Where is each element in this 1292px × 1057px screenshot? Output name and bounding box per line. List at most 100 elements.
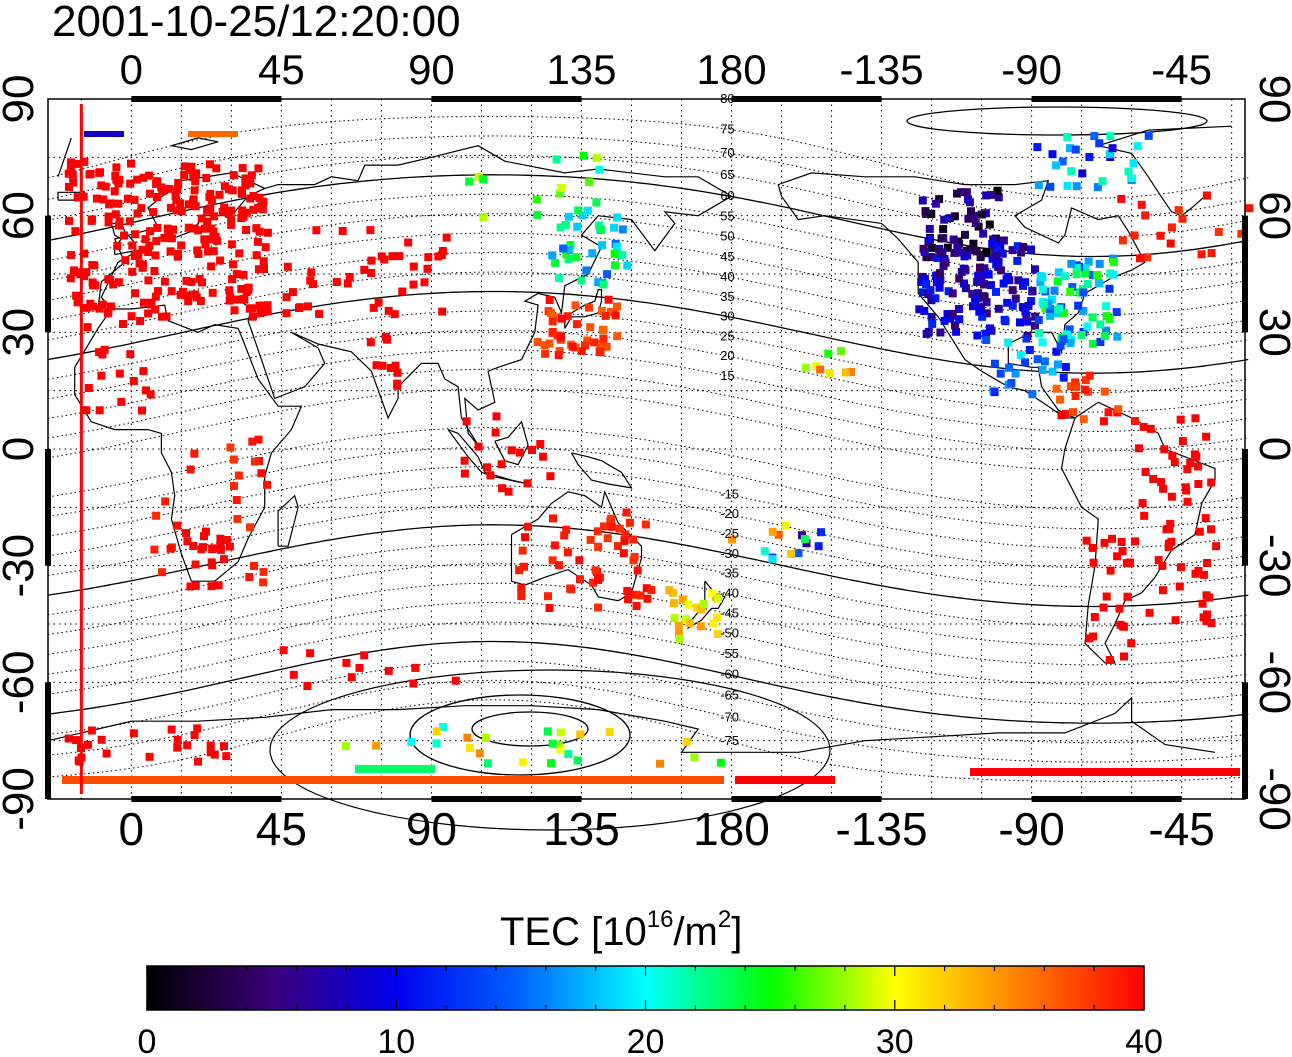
tec-cell xyxy=(946,314,955,323)
tec-cell xyxy=(200,235,209,244)
tec-cell xyxy=(341,742,350,751)
tec-cell xyxy=(253,237,262,246)
tec-cell xyxy=(594,221,603,230)
tec-cell xyxy=(125,217,134,226)
tec-cell xyxy=(611,261,619,270)
tec-cell xyxy=(964,214,973,223)
tec-cell xyxy=(1059,373,1068,382)
tec-cell xyxy=(954,237,963,246)
tec-cell xyxy=(74,756,83,765)
tec-cell xyxy=(621,530,630,539)
tec-cell xyxy=(1197,250,1206,259)
tec-cell xyxy=(372,361,381,370)
tec-cell xyxy=(104,212,113,221)
tec-cell xyxy=(220,742,228,751)
tec-cell xyxy=(1100,538,1109,547)
tec-cell xyxy=(229,260,238,269)
longitude-tick-label: 45 xyxy=(256,803,307,855)
tec-cell xyxy=(1058,157,1067,166)
tec-cell xyxy=(82,268,91,277)
tec-cell xyxy=(139,298,148,307)
frame-bar-right xyxy=(1242,215,1248,333)
tec-cell xyxy=(250,561,258,570)
tec-cell xyxy=(976,303,985,312)
tec-cell xyxy=(137,204,146,213)
tec-cell xyxy=(1018,303,1027,312)
mlat-contour xyxy=(47,640,1249,724)
tec-cell xyxy=(1136,254,1144,263)
tec-cell xyxy=(999,279,1008,288)
tec-cell xyxy=(173,743,182,752)
mlat-label: 55 xyxy=(720,208,734,223)
tec-cell xyxy=(1192,452,1201,461)
tec-cell xyxy=(973,331,982,340)
tec-cell xyxy=(969,239,978,248)
latitude-tick-label: 0 xyxy=(1250,437,1292,461)
tec-world-map: 8075706560555045403530252015-15-20-25-30… xyxy=(0,46,1292,855)
latitude-tick-label: -30 xyxy=(1250,534,1292,598)
tec-cell xyxy=(256,309,265,317)
tec-cell xyxy=(713,613,722,622)
tec-cell xyxy=(931,294,940,303)
tec-cell xyxy=(606,307,615,316)
tec-cell xyxy=(573,222,582,231)
tec-cell xyxy=(1105,284,1114,293)
tec-cell xyxy=(138,245,147,254)
tec-cell xyxy=(347,673,356,682)
tec-cell xyxy=(1118,547,1127,556)
tec-cell xyxy=(232,496,241,504)
tec-cell xyxy=(846,368,855,376)
tec-cell xyxy=(933,254,942,262)
svalbard-coast xyxy=(171,137,219,151)
tec-cell xyxy=(999,236,1008,245)
tec-cell xyxy=(173,735,182,744)
frame-bar-right xyxy=(1242,682,1248,799)
frame-bar-bottom xyxy=(1031,796,1182,802)
mlat-label: -65 xyxy=(720,687,739,702)
tec-cell xyxy=(227,215,236,224)
tec-cell xyxy=(1057,411,1066,420)
tec-cell xyxy=(150,545,159,554)
tec-cell xyxy=(483,463,491,472)
tec-cell xyxy=(613,213,622,222)
tec-cell xyxy=(1013,256,1022,265)
tec-cell xyxy=(246,523,255,532)
tec-cell xyxy=(1207,249,1216,257)
tec-cell xyxy=(127,312,136,321)
tec-cell xyxy=(1186,459,1195,467)
tec-cell xyxy=(360,265,369,274)
tec-cell xyxy=(692,603,701,612)
tec-cell xyxy=(1054,268,1063,277)
tec-cell xyxy=(282,293,291,302)
tec-cell xyxy=(1048,367,1057,376)
tec-cell xyxy=(1118,236,1127,245)
tec-cell xyxy=(259,578,268,587)
tec-cell xyxy=(486,471,495,480)
tec-cell xyxy=(794,549,803,558)
tec-cell xyxy=(713,630,722,638)
tec-cell xyxy=(1060,272,1069,281)
tec-cell xyxy=(1245,204,1254,213)
tec-cell xyxy=(801,363,810,372)
mlat-contour xyxy=(47,485,1249,569)
mlat-contour xyxy=(47,504,1249,588)
tec-cell xyxy=(572,320,581,329)
longitude-tick-label: -45 xyxy=(1151,46,1212,93)
tec-cell xyxy=(1084,257,1093,266)
tec-cell xyxy=(774,530,783,539)
tec-cell xyxy=(926,235,934,244)
tec-cell xyxy=(474,442,483,451)
tec-cell xyxy=(1077,331,1086,339)
tec-cell xyxy=(1098,177,1107,186)
tec-cell xyxy=(1176,415,1185,424)
longitude-tick-label: 90 xyxy=(406,803,457,855)
tec-cell xyxy=(574,206,583,215)
tec-cell xyxy=(115,175,124,184)
tec-cell xyxy=(248,312,257,321)
tec-cell xyxy=(315,310,324,318)
tec-band-north-blue xyxy=(84,131,124,137)
tec-cell xyxy=(92,194,101,203)
tec-cell xyxy=(136,317,145,325)
longitude-tick-label: 0 xyxy=(119,803,145,855)
tec-cell xyxy=(193,724,202,733)
